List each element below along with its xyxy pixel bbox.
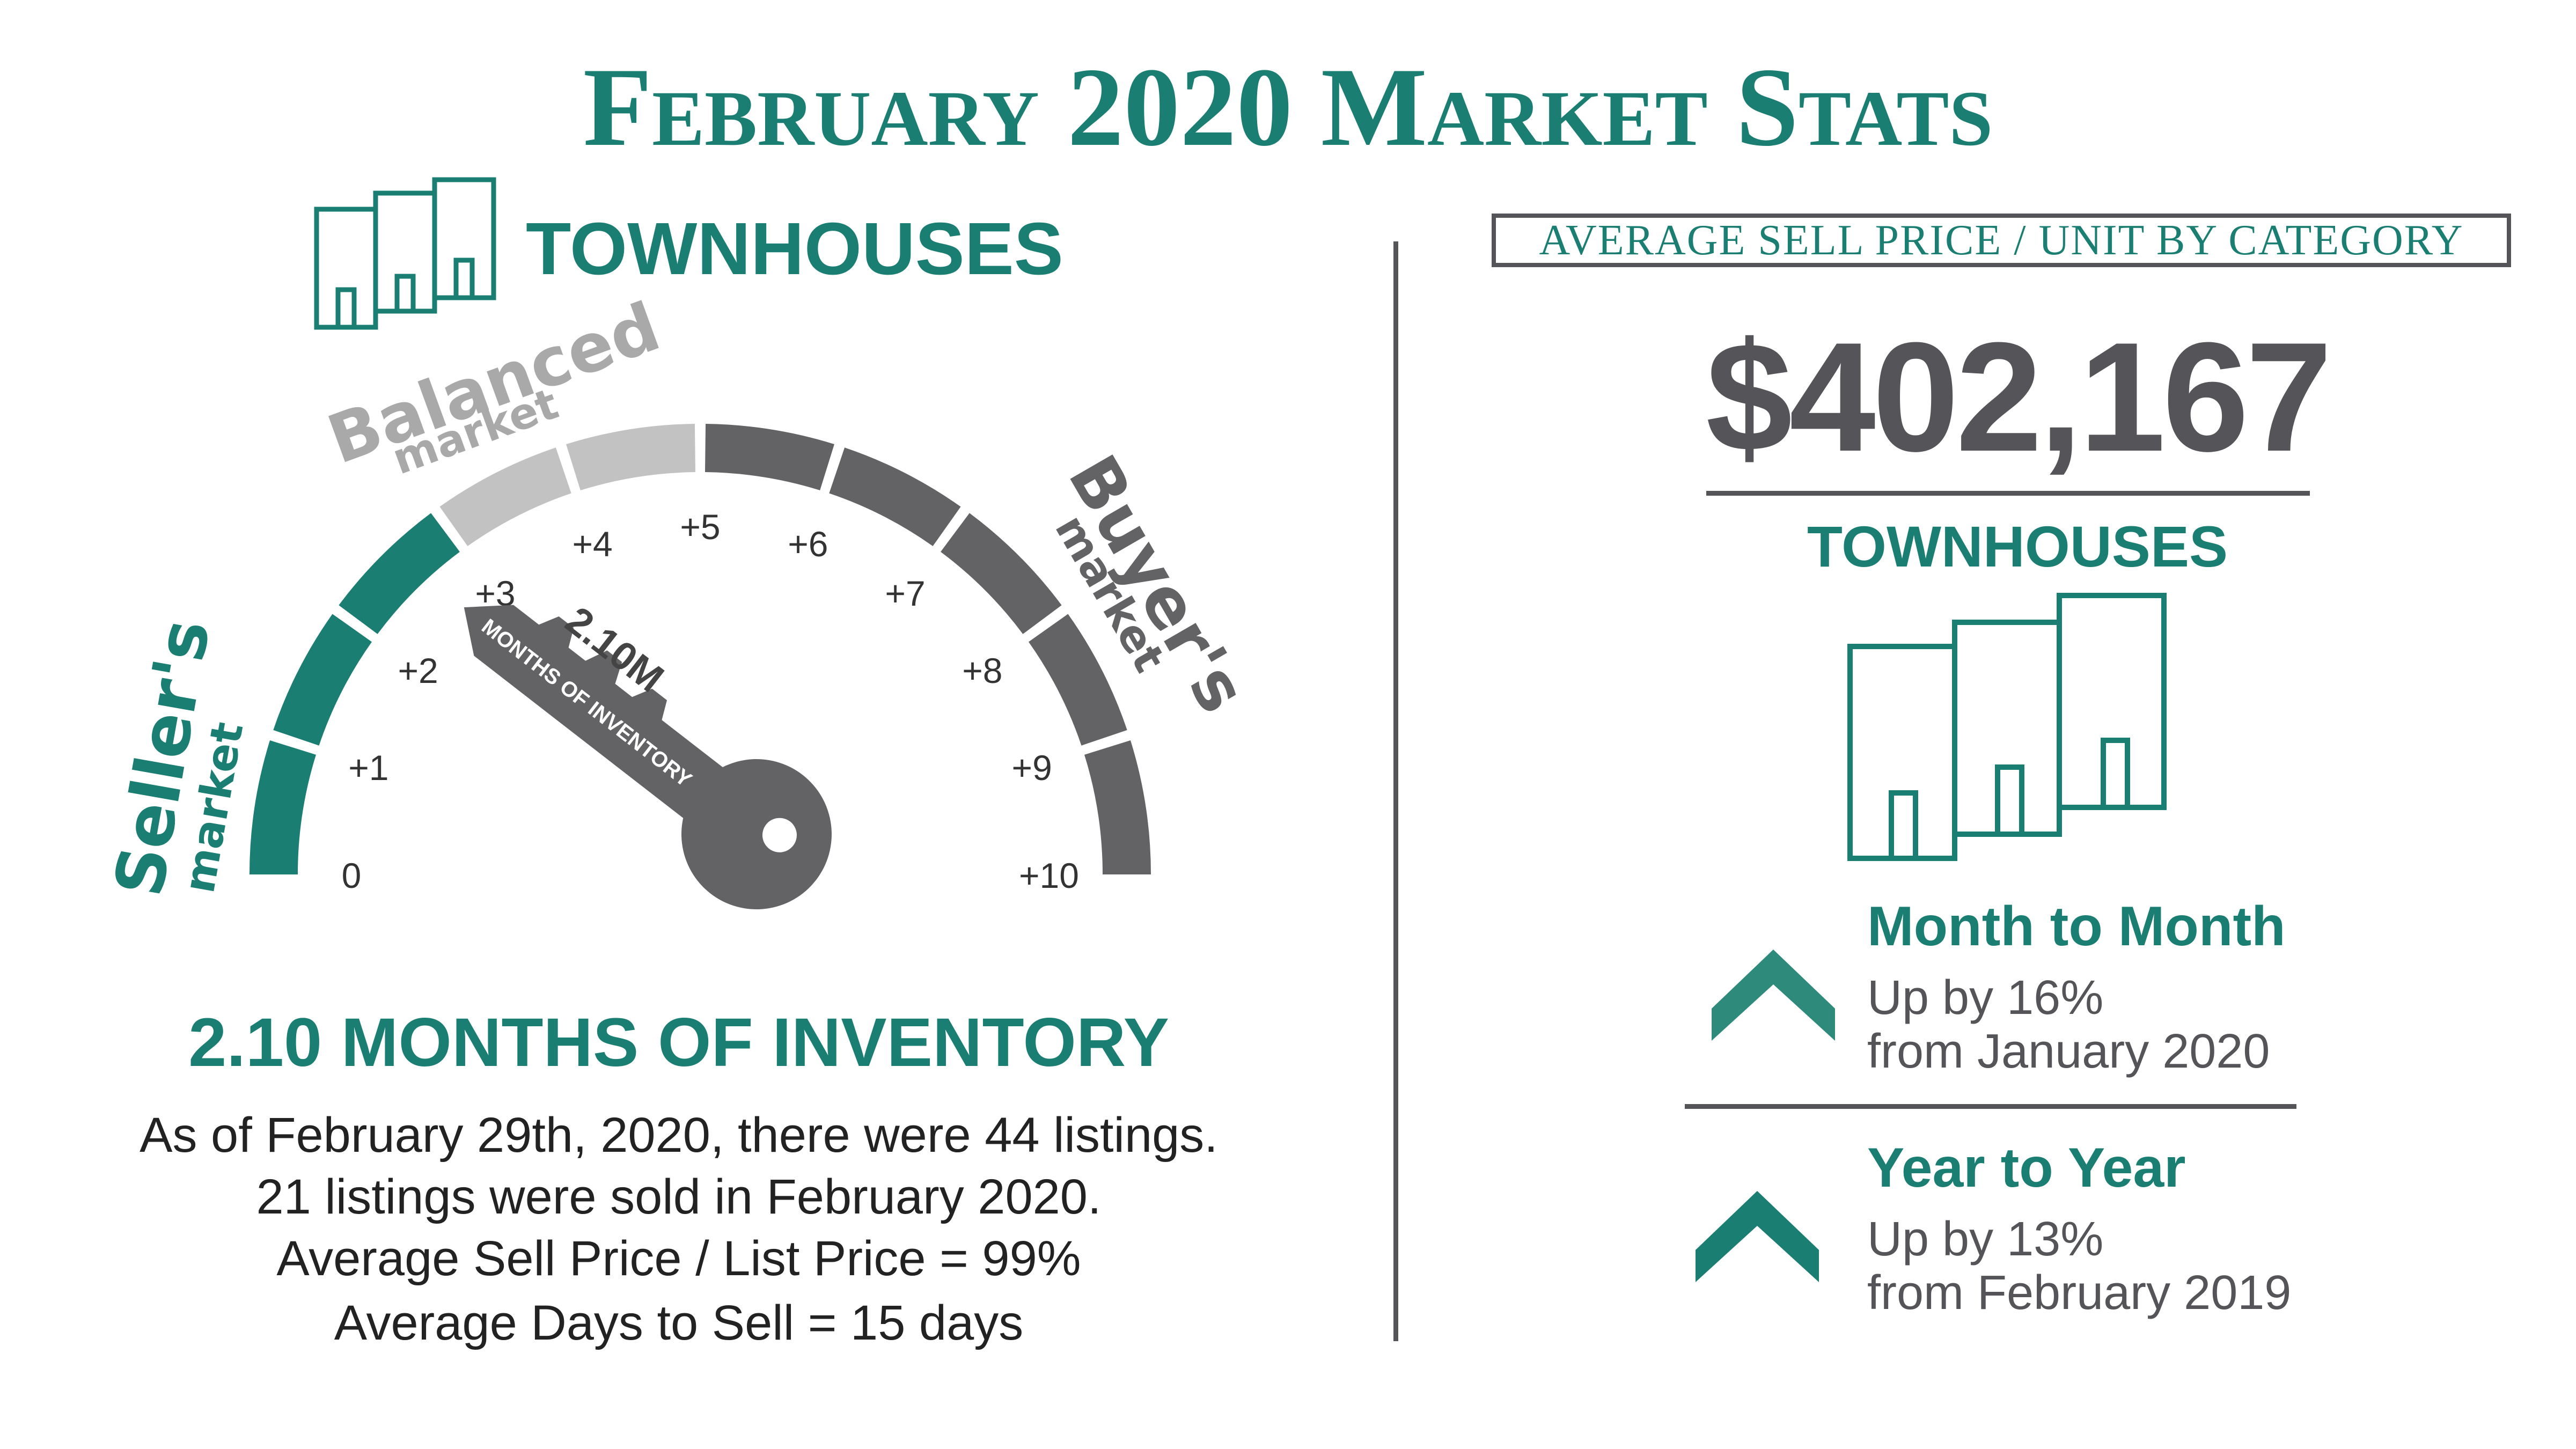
month-to-month-title: Month to Month [1867, 895, 2286, 958]
inventory-heading: 2.10 MONTHS OF INVENTORY [188, 1004, 1169, 1081]
gauge-tick-label: +5 [680, 507, 720, 547]
average-price: $402,167 [1706, 310, 2332, 484]
gauge-tick-label: +6 [788, 524, 828, 564]
chevron-up-icon [1712, 950, 1835, 1041]
townhouse-icon [1847, 593, 2167, 861]
gauge-tick-label: 0 [342, 856, 362, 895]
gauge-tick-label: +4 [573, 524, 613, 564]
inventory-line: Average Days to Sell = 15 days [334, 1296, 1024, 1350]
year-to-year-title: Year to Year [1867, 1137, 2186, 1199]
gauge-segment [439, 447, 571, 546]
page-title: February 2020 Market Stats [583, 45, 1993, 170]
stats-divider [1685, 1104, 2296, 1109]
month-to-month-change: Up by 16% [1867, 971, 2104, 1025]
inventory-line: 21 listings were sold in February 2020. [256, 1170, 1102, 1224]
gauge-segment [249, 740, 316, 874]
gauge-tick-label: +7 [885, 573, 925, 613]
section-divider [1393, 241, 1398, 1341]
chevron-up-icon [1696, 1191, 1819, 1282]
gauge-segment [704, 424, 834, 490]
gauge-tick-label: +10 [1019, 856, 1079, 895]
month-to-month-period: from January 2020 [1867, 1025, 2270, 1078]
gauge-segment [941, 513, 1062, 634]
gauge-segment [273, 614, 372, 746]
gauge-segment [1084, 740, 1151, 874]
category-label-right: TOWNHOUSES [1807, 514, 2228, 579]
gauge-tick-label: +2 [398, 651, 438, 690]
gauge-segment [566, 424, 696, 490]
inventory-line: As of February 29th, 2020, there were 44… [140, 1108, 1218, 1163]
gauge-segment [829, 447, 961, 546]
category-label: TOWNHOUSES [526, 208, 1063, 290]
townhouse-icon [314, 177, 496, 330]
inventory-gauge: 0+1+2+3+4 +5 +6+7+8+9+10Seller'smarketBala… [100, 288, 1261, 909]
key-pointer [464, 605, 832, 909]
price-underline [1706, 491, 2310, 496]
gauge-tick-label: +1 [348, 748, 388, 788]
gauge-segment [339, 513, 460, 634]
inventory-line: Average Sell Price / List Price = 99% [276, 1231, 1081, 1286]
gauge-tick-label: +9 [1012, 748, 1052, 788]
year-to-year-change: Up by 13% [1867, 1212, 2104, 1266]
year-to-year-period: from February 2019 [1867, 1266, 2292, 1320]
gauge-segment [1029, 614, 1127, 746]
gauge-tick-label: +8 [962, 651, 1002, 690]
category-box-label: AVERAGE SELL PRICE / UNIT BY CATEGORY [1492, 214, 2511, 267]
